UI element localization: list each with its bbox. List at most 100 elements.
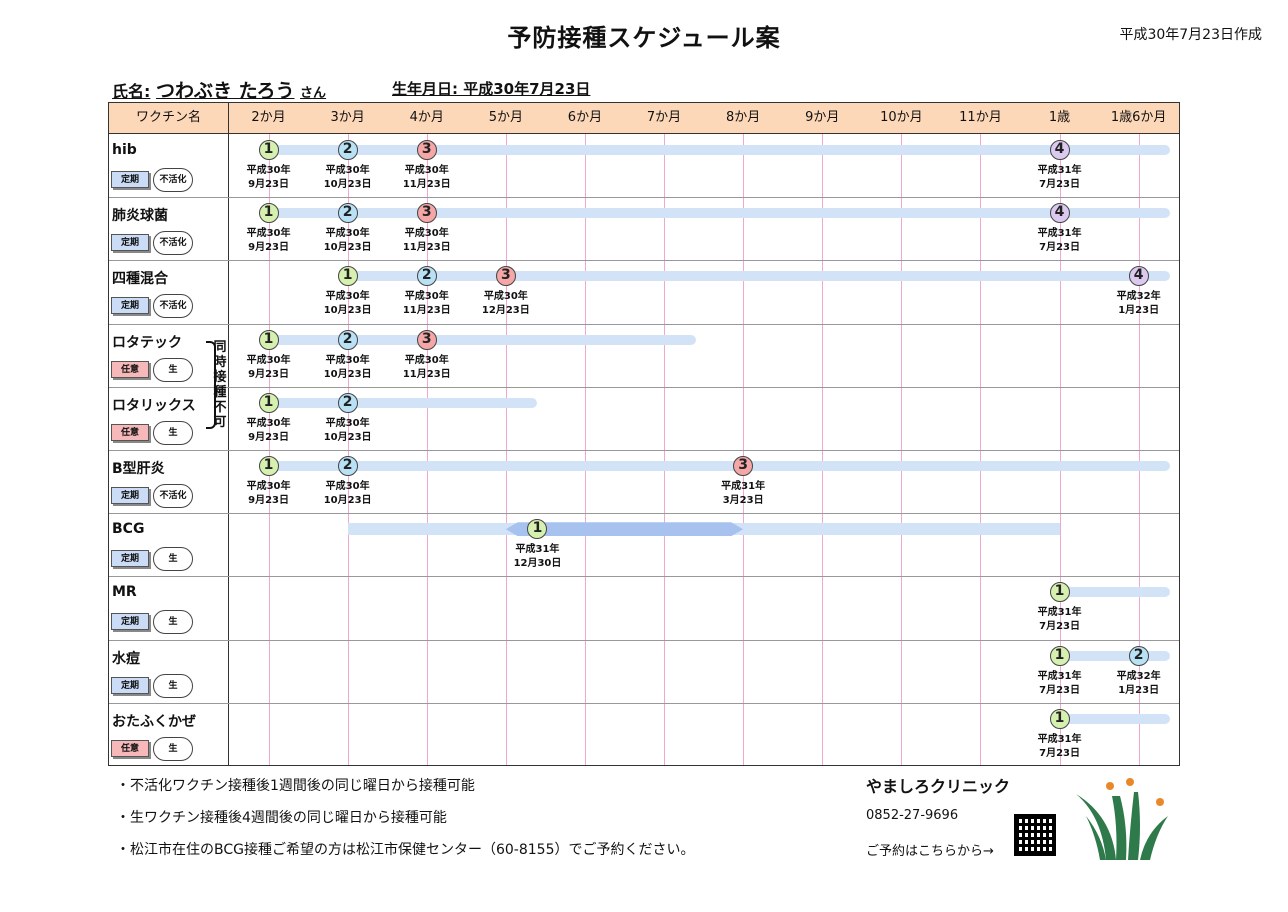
- vaccine-kind-badge: 不活化: [153, 484, 193, 508]
- vaccine-name: hib: [112, 142, 137, 158]
- name-suffix: さん: [300, 86, 327, 101]
- note-inactivated: ・不活化ワクチン接種後1週間後の同じ曜日から接種可能: [116, 778, 475, 794]
- dose-date: 平成31年 7月23日: [1037, 165, 1082, 190]
- schedule-type-badge: 定期: [111, 487, 149, 504]
- schedule-type-badge: 定期: [111, 613, 149, 631]
- dose-date: 平成31年 7月23日: [1037, 228, 1082, 254]
- month-gridline: [585, 134, 586, 765]
- vaccine-kind-badge: 不活化: [153, 294, 193, 319]
- col-header-6: 8か月: [726, 110, 761, 125]
- patient-name: つわぶき たろう: [155, 80, 295, 102]
- row-separator: [109, 703, 1179, 704]
- clinic-logo-icon: [1076, 778, 1168, 860]
- dose-date: 平成30年 9月23日: [246, 417, 291, 443]
- simultaneous-note: 同時接種不可: [213, 340, 227, 430]
- col-header-11: 1歳6か月: [1110, 110, 1167, 125]
- created-date: 平成30年7月23日作成: [1119, 27, 1262, 43]
- bcg-window-arrow: [506, 522, 743, 536]
- vaccine-name: ロタリックス: [112, 397, 196, 414]
- dose-number-marker: 3: [733, 456, 754, 476]
- schedule-bar: [268, 334, 696, 345]
- note-live: ・生ワクチン接種後4週間後の同じ曜日から接種可能: [116, 810, 447, 826]
- row-separator: [109, 513, 1179, 514]
- month-gridline: [1060, 134, 1061, 765]
- col-header-7: 9か月: [805, 110, 840, 125]
- vaccine-name: おたふくかぜ: [112, 713, 196, 730]
- col-header-9: 11か月: [959, 110, 1002, 125]
- row-separator: [109, 576, 1179, 577]
- dose-number-marker: 1: [258, 456, 279, 476]
- dose-number-marker: 2: [337, 203, 358, 224]
- patient-name-line: 氏名: つわぶき たろう さん: [112, 76, 326, 103]
- dose-number-marker: 2: [1128, 645, 1149, 666]
- dose-number-marker: 1: [258, 140, 279, 160]
- month-gridline: [901, 134, 902, 765]
- col-header-2: 4か月: [409, 110, 444, 125]
- vaccine-kind-badge: 生: [153, 547, 193, 572]
- dose-number-marker: 1: [527, 519, 548, 540]
- vaccine-name: 四種混合: [112, 271, 168, 288]
- dose-number-marker: 3: [495, 266, 516, 287]
- dose-date: 平成31年 7月23日: [1037, 670, 1082, 696]
- month-gridline: [1139, 134, 1140, 765]
- dose-date: 平成30年 9月23日: [246, 354, 291, 380]
- dose-number-marker: 4: [1049, 203, 1070, 224]
- table-header: [109, 103, 1179, 134]
- dose-number-marker: 1: [258, 329, 279, 350]
- month-gridline: [664, 134, 665, 765]
- dose-number-marker: 2: [416, 266, 437, 287]
- dose-date: 平成30年 11月23日: [402, 354, 451, 380]
- vaccine-kind-badge: 生: [153, 610, 193, 635]
- dose-number-marker: 1: [1049, 645, 1070, 666]
- month-gridline: [427, 134, 428, 765]
- month-gridline: [269, 134, 270, 765]
- row-separator: [109, 387, 1179, 388]
- dose-number-marker: 3: [416, 329, 437, 350]
- name-label: 氏名:: [112, 82, 151, 101]
- row-separator: [109, 450, 1179, 451]
- col-header-4: 6か月: [567, 110, 603, 125]
- dose-number-marker: 1: [1049, 582, 1070, 603]
- dose-number-marker: 4: [1049, 140, 1070, 160]
- rota-bracket: [206, 341, 216, 429]
- dose-date: 平成30年 10月23日: [323, 228, 372, 254]
- schedule-bar: [1059, 587, 1171, 598]
- dose-date: 平成31年 12月30日: [513, 544, 562, 570]
- schedule-type-badge: 任意: [111, 423, 149, 441]
- col-header-0: 2か月: [251, 110, 286, 125]
- vaccine-kind-badge: 不活化: [153, 168, 193, 192]
- schedule-bar: [268, 208, 1171, 219]
- dose-date: 平成30年 12月23日: [481, 291, 530, 317]
- schedule-type-badge: 定期: [111, 171, 149, 188]
- clinic-phone: 0852-27-9696: [866, 808, 959, 823]
- column-divider: [228, 103, 229, 765]
- dose-number-marker: 1: [337, 266, 358, 287]
- schedule-type-badge: 定期: [111, 297, 149, 315]
- schedule-type-badge: 任意: [111, 739, 149, 757]
- vaccine-name: ロタテック: [112, 334, 182, 351]
- vaccine-name: 水痘: [112, 650, 140, 667]
- schedule-bar: [268, 145, 1171, 155]
- dose-date: 平成30年 10月23日: [323, 354, 372, 380]
- vaccine-name: 肺炎球菌: [112, 208, 168, 225]
- dose-date: 平成31年 7月23日: [1037, 607, 1082, 633]
- col-header-10: 1歳: [1048, 110, 1071, 125]
- dose-number-marker: 3: [416, 140, 437, 160]
- col-header-8: 10か月: [880, 110, 923, 125]
- clinic-name: やましろクリニック: [866, 777, 1011, 796]
- dose-date: 平成31年 7月23日: [1037, 733, 1082, 759]
- schedule-bar: [1059, 650, 1171, 661]
- reserve-text: ご予約はこちらから→: [866, 844, 994, 859]
- dose-number-marker: 2: [337, 456, 358, 476]
- col-header-5: 7か月: [646, 110, 682, 125]
- dose-number-marker: 1: [258, 392, 279, 413]
- dose-date: 平成30年 9月23日: [246, 481, 291, 506]
- dose-date: 平成30年 9月23日: [246, 228, 291, 254]
- dose-date: 平成30年 10月23日: [323, 417, 372, 443]
- page-title: 予防接種スケジュール案: [507, 24, 781, 52]
- vaccine-kind-badge: 不活化: [153, 231, 193, 256]
- schedule-bar: [268, 461, 1171, 471]
- dose-date: 平成30年 9月23日: [246, 165, 291, 190]
- qr-code-icon[interactable]: [1014, 814, 1056, 856]
- col-header-1: 3か月: [330, 110, 365, 125]
